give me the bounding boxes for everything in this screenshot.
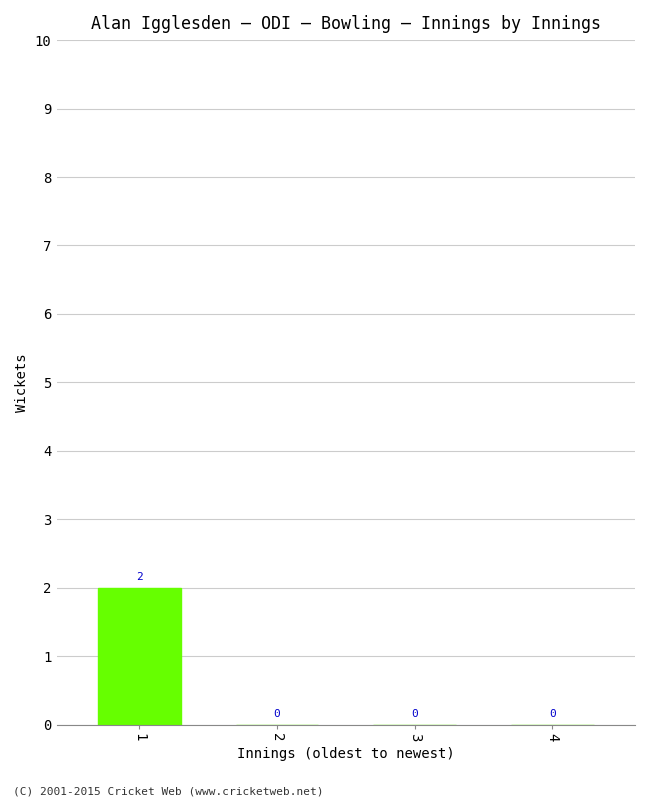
Text: (C) 2001-2015 Cricket Web (www.cricketweb.net): (C) 2001-2015 Cricket Web (www.cricketwe…	[13, 786, 324, 796]
Bar	[98, 588, 181, 725]
Y-axis label: Wickets: Wickets	[15, 353, 29, 412]
Text: 0: 0	[549, 709, 556, 719]
Text: 2: 2	[136, 572, 143, 582]
Text: 0: 0	[274, 709, 281, 719]
X-axis label: Innings (oldest to newest): Innings (oldest to newest)	[237, 747, 455, 761]
Title: Alan Igglesden – ODI – Bowling – Innings by Innings: Alan Igglesden – ODI – Bowling – Innings…	[91, 15, 601, 33]
Text: 0: 0	[411, 709, 418, 719]
